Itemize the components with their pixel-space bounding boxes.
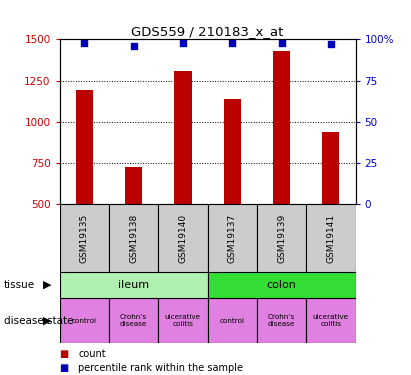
Text: GSM19135: GSM19135: [80, 213, 89, 263]
Bar: [158, 204, 208, 272]
Text: GSM19141: GSM19141: [326, 214, 335, 262]
Text: ulcerative
colitis: ulcerative colitis: [165, 314, 201, 327]
Text: GSM19137: GSM19137: [228, 213, 237, 263]
Bar: [257, 298, 306, 343]
Text: colon: colon: [267, 280, 296, 290]
Point: [278, 40, 285, 46]
Text: control: control: [220, 318, 245, 324]
Bar: [208, 272, 356, 298]
Text: ■: ■: [60, 363, 69, 373]
Text: GSM19140: GSM19140: [178, 214, 187, 262]
Text: GSM19138: GSM19138: [129, 213, 138, 263]
Bar: [109, 298, 158, 343]
Text: ileum: ileum: [118, 280, 149, 290]
Text: ▶: ▶: [43, 316, 51, 326]
Text: count: count: [78, 350, 106, 359]
Point: [229, 40, 236, 46]
Bar: [76, 90, 93, 204]
Bar: [174, 71, 192, 204]
Bar: [224, 99, 241, 204]
Text: ■: ■: [60, 350, 69, 359]
Bar: [257, 204, 306, 272]
Point: [130, 43, 137, 49]
Title: GDS559 / 210183_x_at: GDS559 / 210183_x_at: [132, 25, 284, 38]
Bar: [306, 204, 356, 272]
Bar: [60, 298, 109, 343]
Text: control: control: [72, 318, 97, 324]
Text: disease state: disease state: [4, 316, 74, 326]
Bar: [322, 132, 339, 204]
Text: percentile rank within the sample: percentile rank within the sample: [78, 363, 243, 373]
Text: Crohn’s
disease: Crohn’s disease: [268, 314, 295, 327]
Bar: [208, 298, 257, 343]
Point: [81, 40, 88, 46]
Bar: [273, 51, 290, 204]
Text: ▶: ▶: [43, 280, 51, 290]
Text: GSM19139: GSM19139: [277, 213, 286, 263]
Bar: [158, 298, 208, 343]
Bar: [60, 272, 208, 298]
Point: [328, 41, 334, 47]
Text: ulcerative
colitis: ulcerative colitis: [313, 314, 349, 327]
Bar: [109, 204, 158, 272]
Bar: [306, 298, 356, 343]
Text: tissue: tissue: [4, 280, 35, 290]
Bar: [208, 204, 257, 272]
Bar: [60, 204, 109, 272]
Bar: [125, 167, 142, 204]
Point: [180, 40, 186, 46]
Text: Crohn’s
disease: Crohn’s disease: [120, 314, 147, 327]
